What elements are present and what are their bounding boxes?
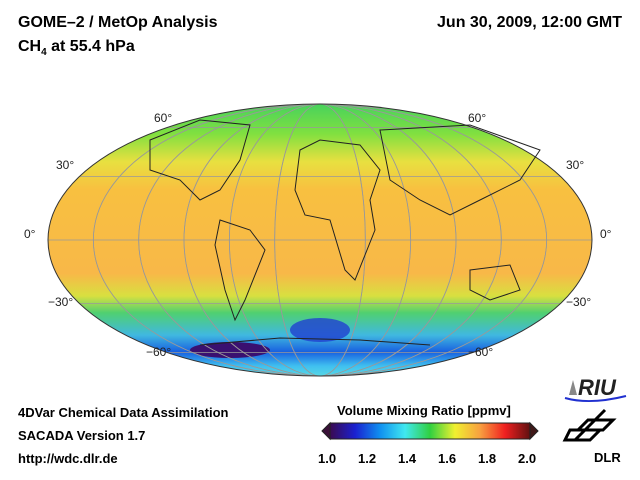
species-label: CH4 at 55.4 hPa xyxy=(18,38,135,59)
lat-label-m60-right: −60° xyxy=(468,345,494,359)
colorbar-tick-label: 1.4 xyxy=(398,451,417,466)
colorbar xyxy=(321,421,539,441)
colorbar-tick-label: 1.6 xyxy=(438,451,457,466)
map-title: GOME–2 / MetOp Analysis xyxy=(18,14,218,31)
australia-coast xyxy=(469,264,521,301)
lat-label-30-right: 30° xyxy=(566,158,585,172)
dlr-logo xyxy=(562,408,617,442)
africa-europe-coast xyxy=(294,139,381,281)
lat-label-30-left: 30° xyxy=(56,158,75,172)
north-america-coast xyxy=(149,119,251,201)
lat-label-60-left: 60° xyxy=(154,111,173,125)
footer-line2: SACADA Version 1.7 xyxy=(18,428,146,443)
map-outline xyxy=(47,103,593,377)
datetime: Jun 30, 2009, 12:00 GMT xyxy=(437,14,622,31)
colorbar-title: Volume Mixing Ratio [ppmv] xyxy=(337,403,511,418)
asia-coast xyxy=(379,124,541,216)
riu-logo: RIU xyxy=(578,375,616,400)
lat-label-60-right: 60° xyxy=(468,111,487,125)
footer-link[interactable]: http://wdc.dlr.de xyxy=(18,451,118,466)
colorbar-tick-label: 1.8 xyxy=(478,451,497,466)
colorbar-tick-label: 1.2 xyxy=(358,451,377,466)
lat-label-0-left: 0° xyxy=(24,227,36,241)
low-ch4-region xyxy=(190,342,270,358)
south-america-coast xyxy=(214,219,266,322)
colorbar-tick-label: 2.0 xyxy=(518,451,537,466)
colorbar-tick-label: 1.0 xyxy=(318,451,337,466)
lat-label-0-right: 0° xyxy=(600,227,612,241)
lat-label-m30-right: −30° xyxy=(566,295,592,309)
lat-label-m60-left: −60° xyxy=(146,345,172,359)
lat-label-m30-left: −30° xyxy=(48,295,74,309)
dlr-logo-text: DLR xyxy=(594,450,621,465)
riu-logo-mark xyxy=(569,380,577,395)
antarctica-coast xyxy=(199,337,431,346)
footer-line1: 4DVar Chemical Data Assimilation xyxy=(18,405,229,420)
